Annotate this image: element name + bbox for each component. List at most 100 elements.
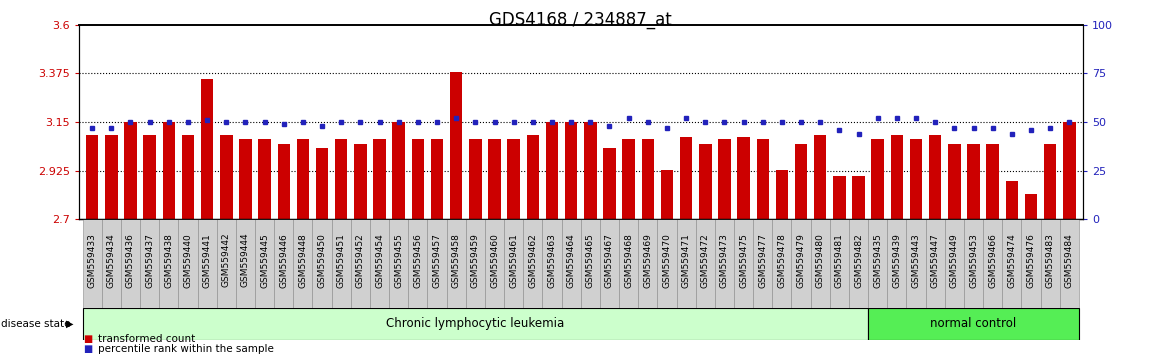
- Text: GSM559434: GSM559434: [107, 233, 116, 287]
- Text: GSM559443: GSM559443: [911, 233, 921, 287]
- Bar: [714, 219, 734, 308]
- Bar: [296, 139, 309, 219]
- Text: GSM559481: GSM559481: [835, 233, 844, 288]
- Bar: [200, 79, 213, 219]
- Bar: [852, 176, 865, 219]
- Bar: [753, 219, 772, 308]
- Text: GSM559454: GSM559454: [375, 233, 384, 287]
- Text: GSM559484: GSM559484: [1065, 233, 1073, 287]
- Bar: [159, 219, 178, 308]
- Bar: [86, 135, 98, 219]
- Text: GSM559436: GSM559436: [126, 233, 135, 288]
- Text: GSM559472: GSM559472: [701, 233, 710, 287]
- Bar: [887, 219, 907, 308]
- Bar: [1003, 219, 1021, 308]
- Text: GSM559445: GSM559445: [261, 233, 269, 287]
- Bar: [910, 139, 922, 219]
- Bar: [102, 219, 120, 308]
- Text: GSM559451: GSM559451: [337, 233, 346, 288]
- Bar: [738, 137, 750, 219]
- Bar: [507, 139, 520, 219]
- Text: GSM559483: GSM559483: [1046, 233, 1055, 288]
- Bar: [983, 219, 1003, 308]
- Bar: [987, 144, 999, 219]
- Bar: [792, 219, 811, 308]
- Bar: [469, 139, 482, 219]
- Text: GSM559474: GSM559474: [1007, 233, 1017, 287]
- Bar: [772, 219, 792, 308]
- Bar: [411, 139, 424, 219]
- Bar: [1063, 122, 1076, 219]
- Bar: [427, 219, 447, 308]
- Text: GSM559482: GSM559482: [855, 233, 863, 287]
- Bar: [316, 148, 329, 219]
- Text: GSM559435: GSM559435: [873, 233, 882, 288]
- Bar: [466, 219, 485, 308]
- Bar: [734, 219, 753, 308]
- Text: GSM559476: GSM559476: [1026, 233, 1035, 288]
- Bar: [849, 219, 868, 308]
- Bar: [105, 135, 118, 219]
- Bar: [967, 144, 980, 219]
- Bar: [1025, 194, 1038, 219]
- Bar: [603, 148, 616, 219]
- Text: GSM559466: GSM559466: [988, 233, 997, 288]
- Text: disease state: disease state: [1, 319, 71, 329]
- Bar: [217, 219, 236, 308]
- Bar: [409, 219, 427, 308]
- Bar: [389, 219, 409, 308]
- Text: GSM559453: GSM559453: [969, 233, 979, 288]
- Bar: [527, 135, 540, 219]
- Bar: [756, 139, 769, 219]
- Bar: [523, 219, 542, 308]
- Text: GSM559457: GSM559457: [433, 233, 441, 288]
- Text: GSM559464: GSM559464: [566, 233, 576, 287]
- Text: GSM559459: GSM559459: [471, 233, 479, 288]
- Bar: [220, 135, 233, 219]
- Bar: [562, 219, 580, 308]
- Text: GSM559461: GSM559461: [510, 233, 518, 288]
- Text: transformed count: transformed count: [98, 334, 196, 344]
- Bar: [489, 139, 500, 219]
- Bar: [622, 139, 635, 219]
- Bar: [351, 219, 369, 308]
- Text: GDS4168 / 234887_at: GDS4168 / 234887_at: [490, 11, 672, 29]
- Text: percentile rank within the sample: percentile rank within the sample: [98, 344, 274, 354]
- Bar: [162, 122, 175, 219]
- Text: GSM559465: GSM559465: [586, 233, 595, 288]
- Bar: [331, 219, 351, 308]
- Bar: [144, 135, 156, 219]
- Bar: [661, 170, 673, 219]
- Text: GSM559456: GSM559456: [413, 233, 423, 288]
- Text: GSM559437: GSM559437: [145, 233, 154, 288]
- Text: ■: ■: [83, 344, 93, 354]
- Bar: [1043, 144, 1056, 219]
- Text: GSM559455: GSM559455: [394, 233, 403, 288]
- Bar: [907, 219, 925, 308]
- Bar: [580, 219, 600, 308]
- Bar: [182, 135, 195, 219]
- Text: GSM559440: GSM559440: [183, 233, 192, 287]
- Bar: [1041, 219, 1060, 308]
- Text: GSM559444: GSM559444: [241, 233, 250, 287]
- Bar: [198, 219, 217, 308]
- Bar: [313, 219, 331, 308]
- Text: GSM559479: GSM559479: [797, 233, 806, 288]
- Bar: [450, 72, 462, 219]
- Bar: [696, 219, 714, 308]
- Bar: [369, 219, 389, 308]
- Bar: [354, 144, 367, 219]
- Bar: [124, 122, 137, 219]
- Bar: [680, 137, 692, 219]
- Bar: [830, 219, 849, 308]
- Text: ▶: ▶: [66, 319, 73, 329]
- Bar: [274, 219, 293, 308]
- Bar: [82, 219, 102, 308]
- Text: Chronic lymphocytic leukemia: Chronic lymphocytic leukemia: [387, 318, 564, 330]
- Text: GSM559458: GSM559458: [452, 233, 461, 288]
- Bar: [658, 219, 676, 308]
- Bar: [811, 219, 830, 308]
- Text: GSM559478: GSM559478: [777, 233, 786, 288]
- Bar: [868, 308, 1079, 340]
- Bar: [485, 219, 504, 308]
